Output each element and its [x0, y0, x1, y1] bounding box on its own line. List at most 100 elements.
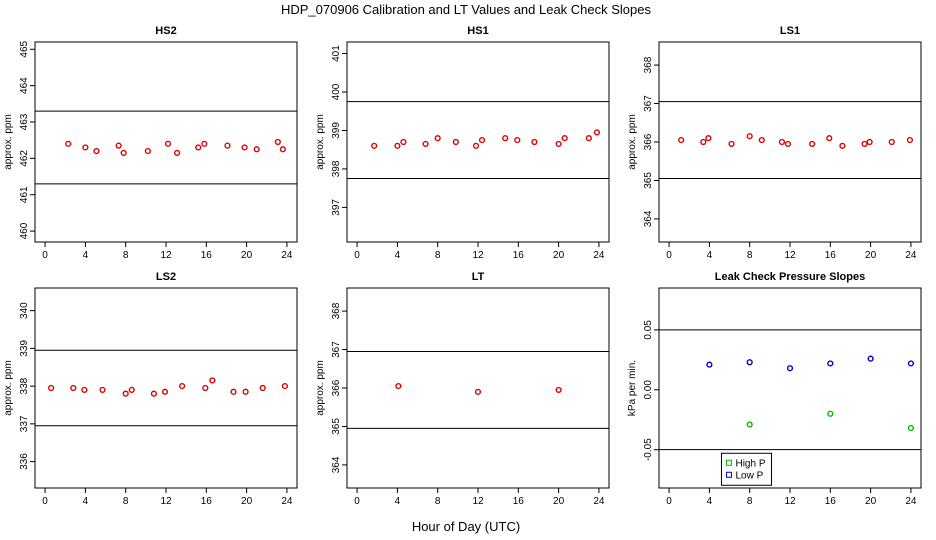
y-tick-label: 400 — [331, 83, 342, 100]
data-point — [93, 147, 100, 155]
data-point — [82, 144, 89, 151]
panel-1: HS2 0 4 8 12 16 20 24 460 461 462 463 464 465 approx. … — [3, 25, 298, 261]
y-tick-label: 340 — [19, 302, 30, 319]
y-axis-label: approx. ppm — [315, 114, 326, 170]
x-tick-label: 16 — [201, 250, 213, 261]
data-point — [281, 383, 289, 390]
data-point — [678, 136, 685, 144]
data-point — [827, 410, 834, 417]
data-point — [728, 140, 735, 148]
x-tick-label: 24 — [905, 496, 917, 507]
x-tick-label: 8 — [435, 496, 441, 507]
y-tick-label: 0.00 — [643, 380, 654, 400]
x-tick-label: 0 — [354, 496, 360, 507]
x-tick-label: 12 — [472, 496, 484, 507]
data-point — [472, 142, 480, 149]
x-tick-label: 16 — [513, 250, 525, 261]
data-point — [585, 135, 592, 142]
x-tick-label: 0 — [666, 496, 672, 507]
data-point — [144, 147, 151, 155]
data-point — [48, 384, 55, 392]
data-point — [242, 388, 249, 395]
data-point — [371, 142, 378, 149]
panel-title: LS2 — [156, 271, 176, 283]
data-point — [452, 138, 459, 146]
x-tick-label: 8 — [123, 250, 129, 261]
y-tick-label: 336 — [19, 453, 30, 470]
x-tick-label: 8 — [123, 496, 129, 507]
data-point — [259, 384, 266, 392]
x-tick-label: 16 — [825, 496, 837, 507]
x-tick-label: 20 — [865, 250, 877, 261]
data-point — [867, 355, 874, 362]
panel-3: LS1 0 4 8 12 16 20 24 364 365 366 367 368 approx. ppm — [627, 25, 922, 261]
data-point — [907, 425, 915, 432]
y-tick-label: 337 — [19, 415, 30, 432]
data-point — [120, 149, 127, 157]
data-point — [161, 388, 169, 395]
data-point — [241, 144, 248, 151]
figure-title: HDP_070906 Calibration and LT Values and… — [281, 2, 652, 17]
x-tick-label: 4 — [395, 250, 401, 261]
x-tick-label: 12 — [784, 250, 796, 261]
figure-xlabel: Hour of Day (UTC) — [412, 519, 520, 534]
data-point — [888, 138, 895, 146]
x-tick-label: 8 — [435, 250, 441, 261]
data-point — [555, 386, 562, 394]
y-axis-label: kPa per min. — [627, 360, 638, 416]
x-tick-label: 0 — [42, 250, 48, 261]
x-tick-label: 20 — [241, 496, 253, 507]
x-tick-label: 24 — [593, 496, 605, 507]
x-tick-label: 24 — [593, 250, 605, 261]
data-point — [706, 361, 713, 368]
panel-title: LS1 — [780, 25, 800, 37]
data-point — [907, 360, 915, 367]
data-point — [173, 149, 181, 157]
panel-2: HS1 0 4 8 12 16 20 24 397 398 399 400 401 approx. ppm — [315, 25, 610, 261]
y-tick-label: 366 — [331, 379, 342, 396]
data-point — [502, 135, 509, 142]
data-point — [593, 129, 601, 136]
data-point — [866, 138, 873, 146]
y-tick-label: 368 — [331, 302, 342, 319]
panel-4: LS2 0 4 8 12 16 20 24 336 337 338 339 340 approx. ppm — [3, 271, 298, 507]
y-tick-label: 365 — [643, 172, 654, 189]
legend-label: High P — [735, 458, 765, 469]
y-tick-label: 367 — [331, 341, 342, 358]
x-tick-label: 20 — [865, 496, 877, 507]
y-tick-label: 398 — [331, 160, 342, 177]
legend-swatch — [725, 459, 732, 466]
data-point — [394, 142, 401, 149]
data-point — [705, 135, 712, 142]
panel-5: LT 0 4 8 12 16 20 24 364 365 366 367 368 approx. ppm — [315, 271, 610, 507]
x-tick-label: 20 — [553, 496, 565, 507]
x-tick-label: 24 — [281, 250, 293, 261]
data-point — [746, 421, 753, 428]
data-point — [531, 138, 538, 146]
y-tick-label: 397 — [331, 199, 342, 216]
data-point — [274, 138, 281, 146]
data-point — [224, 142, 231, 149]
y-tick-label: 366 — [643, 133, 654, 150]
x-tick-label: 24 — [281, 496, 293, 507]
y-tick-label: 401 — [331, 45, 342, 62]
data-point — [230, 388, 237, 395]
x-tick-label: 0 — [666, 250, 672, 261]
y-tick-label: 460 — [19, 222, 30, 239]
legend-label: Low P — [735, 470, 763, 481]
x-tick-label: 0 — [354, 250, 360, 261]
data-point — [561, 135, 568, 142]
y-tick-label: 339 — [19, 340, 30, 357]
data-point — [65, 140, 72, 147]
panel-6: Leak Check Pressure Slopes 0 4 8 12 16 20 24 -0.… — [627, 271, 922, 507]
y-tick-label: 364 — [643, 210, 654, 227]
x-tick-label: 4 — [707, 250, 713, 261]
panel-title: Leak Check Pressure Slopes — [715, 271, 865, 283]
data-point — [202, 384, 209, 392]
x-tick-label: 16 — [825, 250, 837, 261]
data-point — [778, 138, 786, 146]
y-axis-label: approx. ppm — [627, 114, 638, 170]
data-point — [195, 144, 202, 151]
x-tick-label: 16 — [513, 496, 525, 507]
